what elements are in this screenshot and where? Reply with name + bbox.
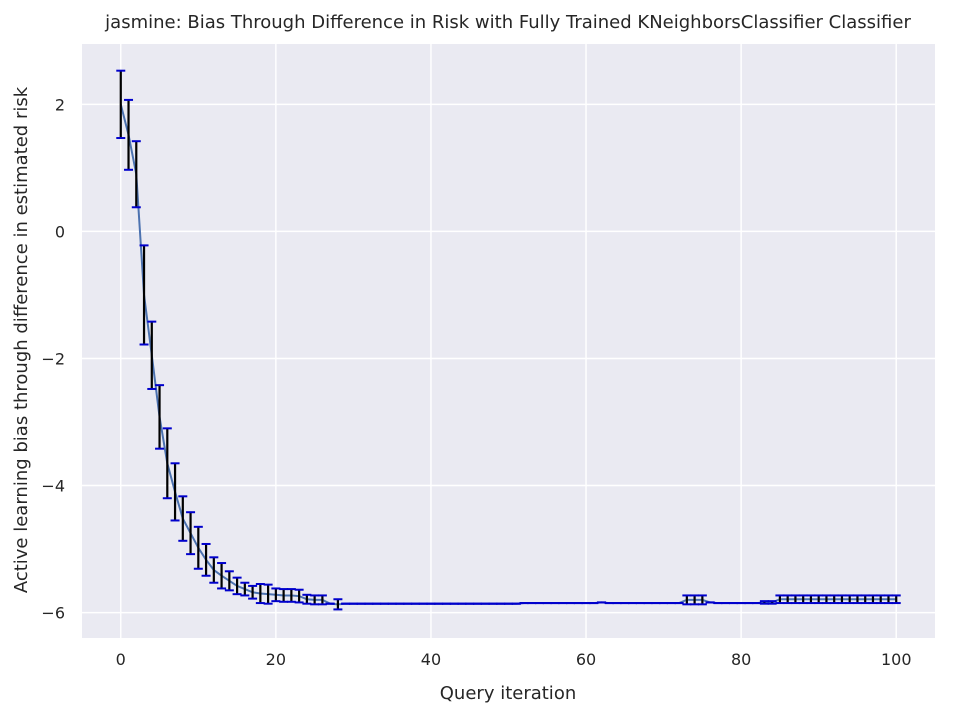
error-bar	[759, 600, 769, 605]
error-bar	[690, 594, 700, 606]
chart-title: jasmine: Bias Through Difference in Risk…	[104, 12, 911, 33]
error-bars	[116, 69, 901, 611]
y-tick-labels: −6 −4 −2 0 2	[41, 95, 65, 622]
error-bar	[868, 594, 878, 605]
error-bar	[209, 556, 219, 584]
error-bar	[783, 594, 793, 605]
error-bar	[302, 593, 312, 605]
error-bar	[767, 600, 777, 605]
error-bar	[837, 594, 847, 605]
error-bar	[294, 588, 304, 604]
error-bar	[790, 594, 800, 605]
error-bar	[860, 594, 870, 605]
error-bar	[232, 576, 242, 596]
error-bar	[178, 495, 188, 542]
error-bar	[798, 594, 808, 605]
x-tick-label: 80	[731, 650, 751, 669]
error-bar	[279, 588, 289, 603]
x-tick-label: 40	[421, 650, 441, 669]
error-bar	[193, 525, 203, 570]
error-bar	[883, 594, 893, 605]
error-bar	[317, 594, 327, 606]
x-tick-label: 60	[576, 650, 596, 669]
y-tick-label: 2	[55, 95, 65, 114]
error-bar	[255, 583, 265, 605]
x-tick-labels: 0 20 40 60 80 100	[116, 650, 912, 669]
error-bar	[814, 594, 824, 605]
y-tick-label: −2	[41, 349, 65, 368]
x-tick-label: 20	[266, 650, 286, 669]
error-bar	[852, 594, 862, 605]
x-tick-label: 0	[116, 650, 126, 669]
error-bar	[155, 384, 165, 450]
x-axis-label: Query iteration	[440, 683, 576, 704]
error-bar	[116, 69, 126, 140]
error-bar	[201, 542, 211, 577]
error-bar	[147, 320, 157, 390]
error-bar	[240, 581, 250, 597]
error-bar	[876, 594, 886, 605]
error-bar	[310, 594, 320, 606]
error-bar	[806, 594, 816, 605]
error-bar	[124, 98, 134, 171]
error-bar	[217, 562, 227, 590]
error-bar	[170, 462, 180, 522]
y-tick-label: −6	[41, 604, 65, 623]
y-tick-label: 0	[55, 222, 65, 241]
error-bar	[821, 594, 831, 605]
error-bar	[775, 594, 785, 605]
error-bar	[271, 587, 281, 603]
error-bar	[829, 594, 839, 605]
error-bar	[263, 583, 273, 605]
error-bar	[682, 594, 692, 606]
error-bar	[131, 140, 141, 209]
error-bar	[139, 244, 149, 346]
plot-background	[82, 44, 935, 638]
error-bar	[224, 570, 234, 592]
error-bar	[845, 594, 855, 605]
error-bar	[162, 427, 172, 500]
error-bar	[333, 598, 343, 611]
error-bar	[891, 594, 901, 605]
error-bar	[186, 511, 196, 556]
grid	[82, 44, 935, 638]
x-tick-label: 100	[881, 650, 912, 669]
error-bar	[286, 588, 296, 603]
error-bar	[697, 594, 707, 606]
y-tick-label: −4	[41, 477, 65, 496]
y-axis-label: Active learning bias through difference …	[11, 86, 32, 593]
error-bar	[248, 584, 258, 600]
